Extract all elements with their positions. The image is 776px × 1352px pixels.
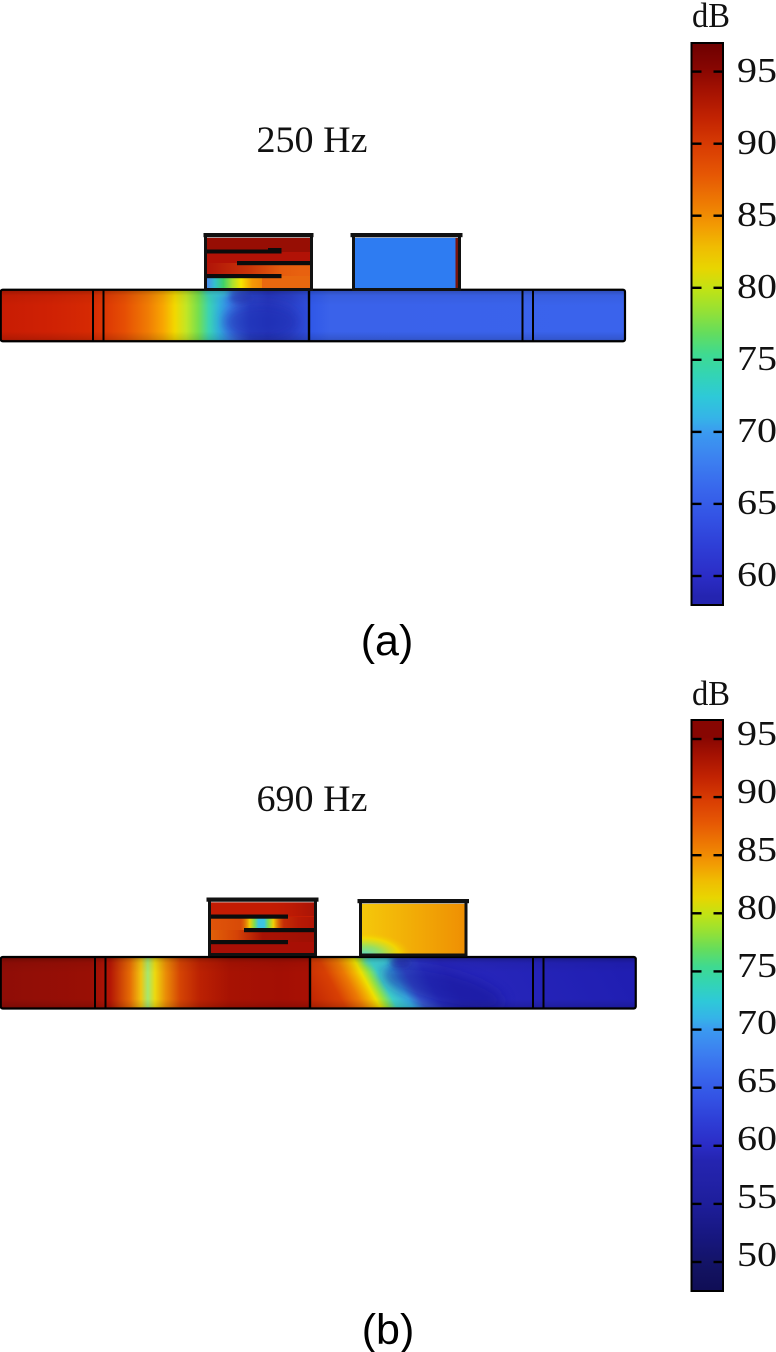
svg-text:250 Hz: 250 Hz [257, 120, 368, 161]
svg-text:(b): (b) [362, 1306, 415, 1352]
svg-text:75: 75 [737, 339, 776, 378]
svg-text:70: 70 [737, 1003, 776, 1042]
svg-text:55: 55 [737, 1177, 776, 1216]
svg-text:dB: dB [692, 674, 730, 713]
svg-text:(a): (a) [361, 617, 414, 665]
svg-text:85: 85 [737, 830, 776, 869]
svg-text:65: 65 [737, 1061, 776, 1100]
svg-text:90: 90 [737, 123, 776, 162]
svg-text:dB: dB [692, 0, 730, 35]
svg-text:65: 65 [737, 483, 776, 522]
svg-text:85: 85 [737, 195, 776, 234]
svg-text:95: 95 [737, 714, 776, 753]
svg-text:80: 80 [737, 888, 776, 927]
svg-text:60: 60 [737, 555, 776, 594]
svg-text:70: 70 [737, 411, 776, 450]
svg-text:75: 75 [737, 946, 776, 985]
svg-text:95: 95 [737, 51, 776, 90]
svg-text:90: 90 [737, 772, 776, 811]
svg-text:80: 80 [737, 267, 776, 306]
svg-text:690 Hz: 690 Hz [257, 779, 368, 820]
svg-text:50: 50 [737, 1235, 776, 1274]
svg-text:60: 60 [737, 1119, 776, 1158]
